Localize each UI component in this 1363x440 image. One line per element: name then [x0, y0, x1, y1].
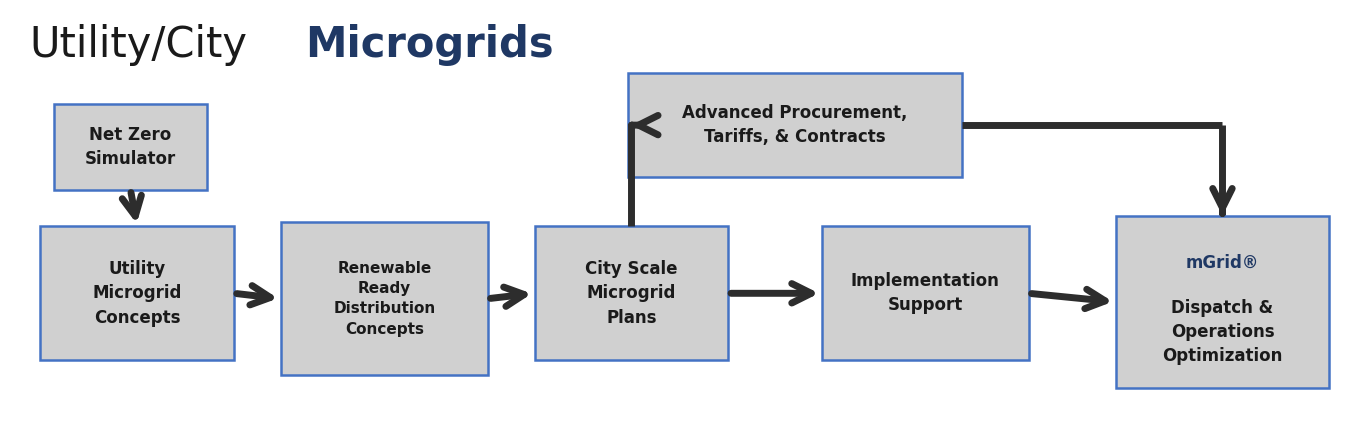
FancyBboxPatch shape — [822, 227, 1029, 360]
FancyBboxPatch shape — [628, 73, 962, 177]
FancyBboxPatch shape — [41, 227, 234, 360]
Text: Utility
Microgrid
Concepts: Utility Microgrid Concepts — [93, 260, 181, 326]
Text: Dispatch &
Operations
Optimization: Dispatch & Operations Optimization — [1163, 299, 1283, 365]
Text: Microgrids: Microgrids — [305, 24, 553, 66]
Text: Advanced Procurement,
Tariffs, & Contracts: Advanced Procurement, Tariffs, & Contrac… — [683, 104, 908, 146]
FancyBboxPatch shape — [1115, 216, 1329, 388]
Text: Utility/City: Utility/City — [30, 24, 248, 66]
FancyBboxPatch shape — [281, 222, 488, 375]
FancyBboxPatch shape — [534, 227, 728, 360]
Text: Implementation
Support: Implementation Support — [851, 272, 999, 315]
Text: Renewable
Ready
Distribution
Concepts: Renewable Ready Distribution Concepts — [333, 260, 435, 337]
Text: Net Zero
Simulator: Net Zero Simulator — [85, 125, 176, 168]
Text: City Scale
Microgrid
Plans: City Scale Microgrid Plans — [585, 260, 677, 326]
Text: mGrid®: mGrid® — [1186, 254, 1259, 272]
FancyBboxPatch shape — [53, 103, 207, 190]
